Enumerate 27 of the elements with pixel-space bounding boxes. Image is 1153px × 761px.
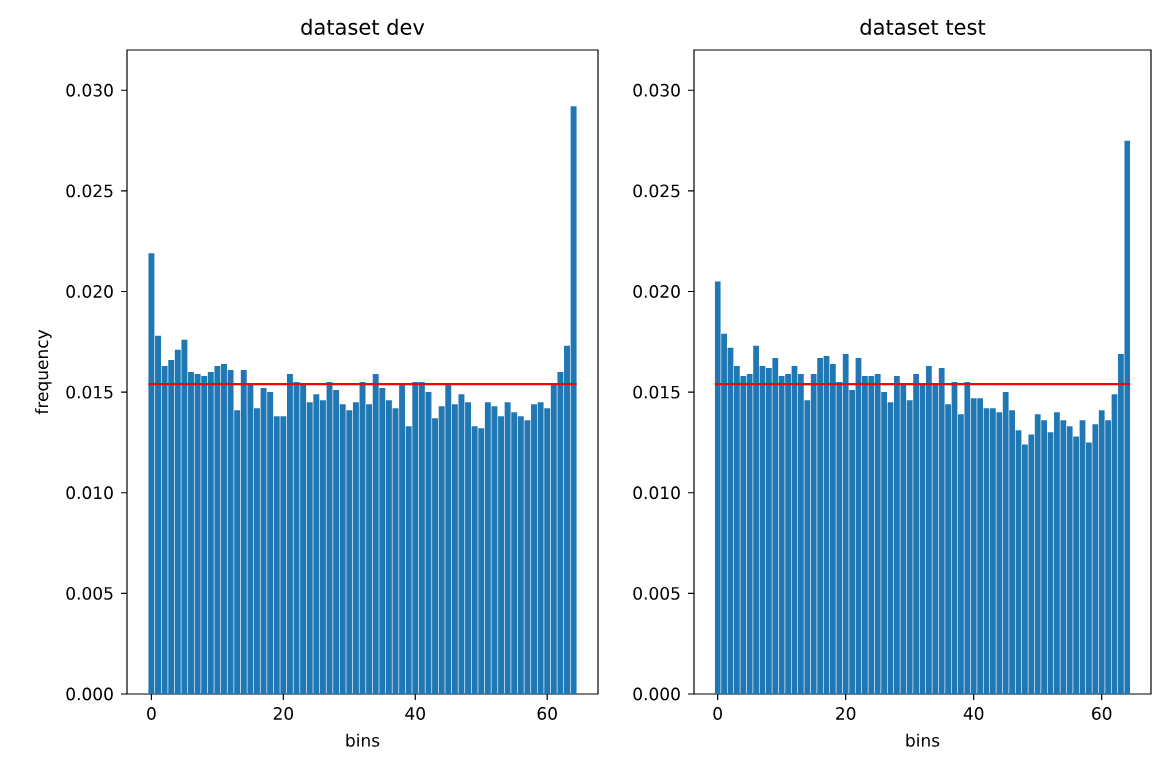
x-tick-label: 0: [147, 707, 156, 720]
x-axis-title: bins: [346, 733, 380, 747]
y-tick-label: 0.025: [66, 184, 113, 198]
x-tick-label: 20: [836, 707, 856, 720]
y-tick-label: 0.000: [633, 687, 680, 701]
chart-title: dataset dev: [301, 18, 425, 35]
y-tick-label: 0.010: [633, 486, 680, 500]
y-axis-title: frequency: [35, 329, 52, 415]
y-tick-label: 0.030: [633, 83, 680, 97]
x-tick-label: 60: [537, 707, 557, 720]
y-tick-label: 0.020: [66, 285, 113, 298]
x-axis-title: bins: [906, 733, 940, 747]
y-tick-label: 0.020: [633, 285, 680, 298]
x-tick-label: 40: [963, 707, 984, 720]
y-tick-label: 0.030: [66, 83, 113, 97]
y-tick-label: 0.000: [66, 687, 113, 701]
x-tick-label: 0: [713, 707, 722, 720]
chart-title: dataset test: [860, 18, 986, 35]
x-tick-label: 20: [273, 707, 294, 720]
y-tick-label: 0.005: [633, 586, 680, 600]
y-tick-label: 0.015: [66, 385, 113, 399]
x-tick-label: 60: [1092, 707, 1112, 720]
y-tick-label: 0.010: [66, 486, 113, 500]
y-tick-label: 0.025: [633, 184, 680, 198]
y-tick-label: 0.005: [66, 586, 113, 600]
x-tick-label: 40: [405, 707, 425, 720]
y-tick-label: 0.015: [633, 385, 680, 399]
